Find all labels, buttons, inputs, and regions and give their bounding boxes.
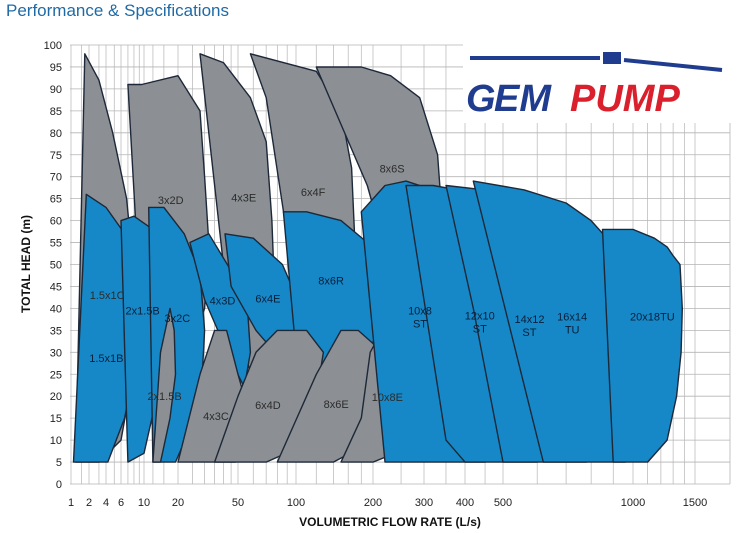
curve-label: 16x14 TU xyxy=(557,312,587,337)
curve-20x18tu-blue xyxy=(601,228,683,463)
x-tick-label: 300 xyxy=(415,497,433,509)
y-tick-label: 20 xyxy=(50,391,62,403)
x-tick-label: 200 xyxy=(364,497,382,509)
brand-logo: G EM PUMP xyxy=(463,41,735,123)
logo-pump: PUMP xyxy=(570,78,680,120)
curve-label: 4x3E xyxy=(231,192,256,204)
x-tick-label: 20 xyxy=(172,497,184,509)
y-tick-label: 75 xyxy=(50,150,62,162)
x-tick-label: 1 xyxy=(68,497,74,509)
curve-label: 1.5x1C xyxy=(90,290,125,302)
logo-em: EM xyxy=(494,78,552,120)
y-tick-label: 55 xyxy=(50,238,62,250)
y-tick-label: 90 xyxy=(50,84,62,96)
y-tick-label: 95 xyxy=(50,62,62,74)
curve-label: 10x8E xyxy=(372,392,403,404)
chart-areas xyxy=(72,53,683,463)
x-tick-labels: 1 2 4 6 10 20 50 100 200 300 400 500 1000 1500 xyxy=(68,497,707,509)
curve-label: 12x10 ST xyxy=(465,311,495,336)
x-tick-label: 1500 xyxy=(683,497,707,509)
curve-label: 14x12 ST xyxy=(514,314,544,339)
y-tick-label: 40 xyxy=(50,303,62,315)
x-tick-label: 400 xyxy=(456,497,474,509)
curve-label: 3x2C xyxy=(164,313,190,325)
curve-labels: 1.5x1C 3x2D 4x3E 6x4F 8x6S 1.5x1B 2x1.5B 3x2C 4x… xyxy=(89,163,674,423)
curve-label: 10x8 ST xyxy=(408,305,432,330)
curve-label: 8x6S xyxy=(380,163,405,175)
y-axis-title: TOTAL HEAD (m) xyxy=(19,215,33,313)
x-tick-label: 10 xyxy=(138,497,150,509)
curve-label: 2x1.5B xyxy=(147,391,181,403)
y-tick-label: 10 xyxy=(50,435,62,447)
curve-label: 6x4D xyxy=(255,400,281,412)
logo-swoosh xyxy=(470,56,723,72)
x-tick-label: 50 xyxy=(232,497,244,509)
page-title: Performance & Specifications xyxy=(6,1,229,20)
y-tick-label: 35 xyxy=(50,325,62,337)
y-tick-label: 60 xyxy=(50,216,62,228)
curve-label: 2x1.5B xyxy=(126,305,160,317)
y-tick-label: 65 xyxy=(50,194,62,206)
curve-label: 6x4E xyxy=(255,294,280,306)
y-tick-label: 100 xyxy=(44,40,62,52)
y-tick-labels: 0 5 10 15 20 25 30 35 40 45 50 55 60 65 70 75 80 85 90 95 10… xyxy=(44,40,62,491)
x-tick-label: 4 xyxy=(103,497,109,509)
curve-label: 3x2D xyxy=(158,195,184,207)
logo-backdrop xyxy=(463,41,735,123)
y-tick-label: 85 xyxy=(50,106,62,118)
y-tick-label: 30 xyxy=(50,347,62,359)
y-tick-label: 5 xyxy=(56,457,62,469)
logo-g: G xyxy=(466,78,496,120)
x-tick-label: 1000 xyxy=(621,497,645,509)
curve-4x3d-blue xyxy=(189,233,252,389)
curve-label: 1.5x1B xyxy=(89,353,123,365)
curve-label: 20x18TU xyxy=(630,312,675,324)
x-tick-label: 2 xyxy=(86,497,92,509)
logo-plug xyxy=(603,52,621,64)
curve-label: 6x4F xyxy=(301,187,326,199)
x-axis-title: VOLUMETRIC FLOW RATE (L/s) xyxy=(299,515,481,529)
y-tick-label: 70 xyxy=(50,172,62,184)
y-tick-label: 80 xyxy=(50,128,62,140)
curve-label: 8x6E xyxy=(324,399,349,411)
y-tick-label: 50 xyxy=(50,260,62,272)
y-tick-label: 0 xyxy=(56,479,62,491)
x-tick-label: 500 xyxy=(494,497,512,509)
curve-label: 4x3C xyxy=(203,411,229,423)
x-tick-label: 6 xyxy=(118,497,124,509)
y-tick-label: 15 xyxy=(50,413,62,425)
curve-label: 4x3D xyxy=(210,296,236,308)
y-tick-label: 45 xyxy=(50,281,62,293)
curve-2x1-5b-gray xyxy=(152,307,177,463)
curve-label: 8x6R xyxy=(318,276,344,288)
x-tick-label: 100 xyxy=(287,497,305,509)
y-tick-label: 25 xyxy=(50,369,62,381)
